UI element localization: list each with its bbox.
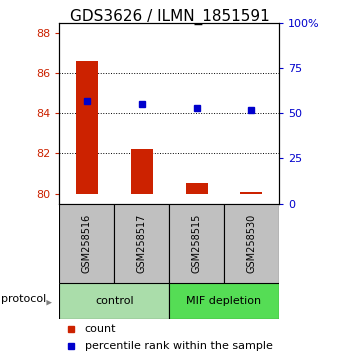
Text: GSM258516: GSM258516: [82, 214, 92, 273]
Text: GSM258515: GSM258515: [191, 214, 202, 273]
Text: count: count: [85, 324, 116, 333]
Text: GDS3626 / ILMN_1851591: GDS3626 / ILMN_1851591: [70, 9, 270, 25]
Bar: [76, 61, 98, 194]
Bar: [131, 149, 153, 194]
Bar: [240, 192, 262, 194]
Text: MIF depletion: MIF depletion: [186, 296, 261, 306]
Text: control: control: [95, 296, 134, 306]
Bar: [169, 204, 224, 283]
Text: GSM258517: GSM258517: [137, 214, 147, 273]
Bar: [114, 204, 169, 283]
Bar: [224, 204, 279, 283]
Bar: [59, 283, 169, 319]
Bar: [59, 204, 114, 283]
Bar: [169, 283, 279, 319]
Bar: [186, 183, 207, 194]
Text: GSM258530: GSM258530: [246, 214, 256, 273]
Text: protocol: protocol: [1, 294, 47, 304]
Text: percentile rank within the sample: percentile rank within the sample: [85, 341, 273, 351]
